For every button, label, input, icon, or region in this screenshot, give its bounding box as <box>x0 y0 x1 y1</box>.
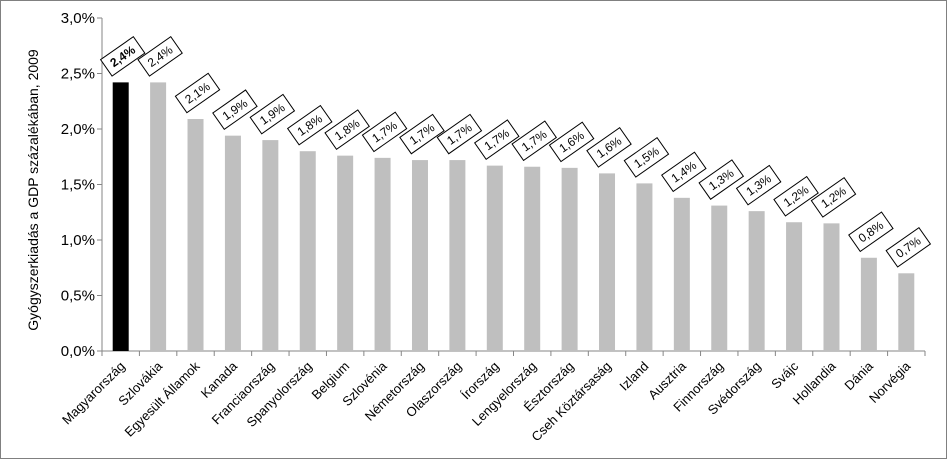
bar-15 <box>673 197 690 351</box>
data-label-box <box>324 109 370 150</box>
bar-5 <box>299 151 316 351</box>
data-label-box <box>773 175 819 217</box>
data-label-box <box>249 93 296 135</box>
bar-17 <box>748 211 765 351</box>
data-label-box <box>286 104 333 146</box>
bar-19 <box>823 223 840 351</box>
y-tick-label: 2,5% <box>61 66 95 83</box>
data-label-box <box>212 89 258 131</box>
data-label-2: 2,1% <box>174 72 221 114</box>
bars <box>112 82 915 351</box>
bar-6 <box>337 155 354 351</box>
category-label-5: Spanyolország <box>243 359 314 430</box>
y-axis-title: Gyógyszerkiadás a GDP százalékában, 2009 <box>25 49 41 331</box>
bar-16 <box>711 205 728 351</box>
data-label-8: 1,7% <box>399 113 445 155</box>
y-tick-label: 1,0% <box>61 232 95 249</box>
bar-18 <box>786 222 803 351</box>
data-label-box <box>174 72 221 114</box>
data-label-box <box>586 127 632 168</box>
data-label-box <box>473 119 520 160</box>
bar-14 <box>636 183 653 351</box>
bar-8 <box>411 160 428 351</box>
data-label-box <box>399 113 445 155</box>
bar-9 <box>449 160 466 351</box>
data-label-10: 1,7% <box>473 119 520 160</box>
data-label-19: 1,2% <box>810 176 857 218</box>
y-tick-label: 3,0% <box>61 10 95 27</box>
y-tick-label: 2,0% <box>61 121 95 138</box>
category-label-0: Magyarország <box>59 359 128 428</box>
bar-10 <box>486 165 503 351</box>
bar-0 <box>112 82 129 351</box>
data-label-box <box>137 36 183 77</box>
data-label-9: 1,7% <box>436 113 483 155</box>
data-label-box <box>848 211 894 253</box>
data-label-20: 0,8% <box>848 211 894 253</box>
bar-13 <box>599 173 616 351</box>
data-label-box <box>698 159 745 200</box>
data-label-7: 1,7% <box>361 111 408 153</box>
bar-7 <box>374 157 391 351</box>
data-label-box <box>361 111 408 153</box>
data-label-box <box>548 121 595 163</box>
category-label-20: Dánia <box>841 358 876 393</box>
bar-11 <box>524 166 541 351</box>
bar-12 <box>561 167 578 351</box>
data-label-21: 0,7% <box>885 226 932 268</box>
bar-4 <box>262 140 279 351</box>
data-label-box <box>735 164 782 206</box>
data-label-6: 1,8% <box>324 109 370 150</box>
bar-1 <box>150 82 167 351</box>
y-tick-label: 1,5% <box>61 177 95 194</box>
data-label-box <box>810 176 857 218</box>
bar-20 <box>860 257 877 351</box>
y-tick-label: 0,5% <box>61 288 95 305</box>
category-label-14: Izland <box>616 359 651 394</box>
data-label-15: 1,4% <box>661 151 707 193</box>
data-label-16: 1,3% <box>698 159 745 200</box>
data-label-box <box>885 226 932 268</box>
bar-3 <box>224 135 241 351</box>
data-label-11: 1,7% <box>511 120 558 162</box>
data-label-3: 1,9% <box>212 89 258 131</box>
data-label-box <box>436 113 483 155</box>
bar-2 <box>187 119 204 351</box>
data-label-0: 2,4% <box>99 36 146 77</box>
category-label-21: Norvégia <box>866 358 914 406</box>
data-label-box <box>511 120 558 162</box>
data-label-box <box>661 151 707 193</box>
data-label-12: 1,6% <box>548 121 595 163</box>
data-label-box <box>623 137 670 178</box>
data-label-1: 2,4% <box>137 36 183 77</box>
bar-21 <box>898 273 915 351</box>
data-label-box <box>99 36 146 77</box>
y-tick-label: 0,0% <box>61 343 95 360</box>
category-label-18: Svájc <box>768 358 801 391</box>
